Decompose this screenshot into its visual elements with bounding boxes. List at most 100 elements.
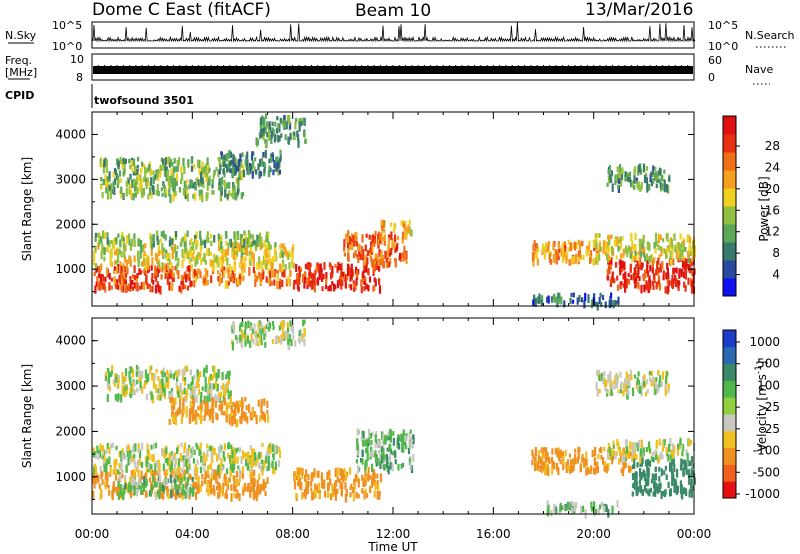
scatter-cell	[153, 443, 156, 449]
scatter-cell	[157, 284, 160, 293]
scatter-cell	[556, 299, 559, 308]
scatter-cell	[207, 473, 210, 479]
scatter-cell	[106, 267, 109, 276]
scatter-cell	[156, 230, 159, 236]
scatter-cell	[663, 249, 666, 254]
scatter-cell	[625, 439, 628, 445]
scatter-cell	[360, 285, 363, 294]
scatter-cell	[157, 245, 161, 253]
scatter-cell	[204, 277, 207, 286]
scatter-cell	[591, 449, 594, 457]
scatter-cell	[194, 183, 197, 191]
scatter-cell	[127, 283, 130, 290]
scatter-cell	[642, 447, 645, 457]
scatter-cell	[142, 254, 145, 259]
scatter-cell	[220, 186, 223, 196]
scatter-cell	[583, 457, 586, 463]
scatter-cell	[261, 260, 264, 269]
scatter-cell	[298, 266, 301, 272]
scatter-cell	[682, 443, 685, 452]
scatter-cell	[340, 283, 343, 290]
scatter-cell	[240, 252, 243, 258]
scatter-cell	[182, 397, 185, 402]
scatter-cell	[402, 431, 405, 436]
scatter-cell	[168, 281, 171, 291]
scatter-cell	[160, 187, 163, 192]
scatter-cell	[181, 275, 184, 282]
scatter-cell	[108, 185, 111, 191]
scatter-cell	[242, 248, 245, 253]
scatter-cell	[152, 470, 155, 478]
scatter-cell	[103, 466, 107, 473]
scatter-cell	[620, 281, 623, 286]
scatter-cell	[336, 488, 339, 495]
scatter-cell	[165, 376, 168, 383]
scatter-cell	[128, 158, 131, 164]
scatter-cell	[143, 382, 146, 389]
scatter-cell	[320, 277, 324, 282]
scatter-cell	[177, 491, 180, 498]
scatter-cell	[157, 260, 160, 267]
scatter-cell	[156, 253, 159, 261]
scatter-cell	[219, 467, 222, 475]
scatter-cell	[146, 376, 149, 383]
scatter-cell	[339, 481, 342, 490]
scatter-cell	[137, 256, 140, 262]
scatter-cell	[342, 478, 345, 483]
scatter-cell	[197, 482, 200, 487]
scatter-cell	[166, 488, 169, 497]
scatter-cell	[241, 407, 244, 415]
scatter-cell	[226, 182, 229, 189]
scatter-cell	[261, 442, 264, 447]
scatter-cell	[131, 382, 135, 388]
scatter-cell	[334, 488, 338, 495]
scatter-cell	[163, 247, 166, 253]
scatter-cell	[263, 249, 266, 256]
scatter-cell	[658, 275, 661, 281]
scatter-cell	[101, 479, 104, 485]
scatter-cell	[626, 248, 629, 258]
scatter-cell	[368, 276, 372, 283]
scatter-cell	[379, 252, 383, 262]
scatter-cell	[631, 240, 634, 249]
scatter-cell	[239, 416, 242, 424]
scatter-cell	[191, 476, 194, 482]
scatter-cell	[197, 375, 200, 382]
scatter-cell	[658, 438, 661, 446]
scatter-cell	[106, 471, 109, 479]
scatter-cell	[260, 401, 263, 408]
scatter-cell	[645, 379, 649, 385]
scatter-cell	[131, 167, 134, 172]
scatter-cell	[113, 238, 116, 246]
scatter-cell	[682, 244, 685, 252]
scatter-cell	[654, 491, 657, 497]
scatter-cell	[181, 467, 184, 475]
scatter-cell	[218, 483, 222, 492]
scatter-cell	[103, 247, 106, 255]
scatter-cell	[128, 481, 131, 490]
scatter-cell	[106, 176, 109, 182]
scatter-cell	[115, 284, 118, 290]
scatter-cell	[239, 447, 242, 453]
scatter-cell	[161, 448, 164, 457]
scatter-cell	[240, 159, 243, 168]
scatter-cell	[261, 410, 264, 420]
scatter-cell	[303, 339, 306, 347]
scatter-cell	[282, 319, 285, 328]
scatter-cell	[691, 485, 695, 491]
scatter-cell	[193, 467, 196, 476]
scatter-cell	[682, 256, 685, 261]
scatter-cell	[160, 491, 163, 499]
scatter-cell	[236, 419, 239, 428]
scatter-cell	[398, 442, 401, 450]
nave-label: Nave	[745, 63, 773, 76]
scatter-cell	[574, 448, 577, 453]
scatter-cell	[189, 401, 192, 408]
scatter-cell	[687, 277, 690, 285]
scatter-cell	[384, 252, 387, 257]
scatter-cell	[275, 127, 278, 134]
scatter-cell	[165, 478, 168, 485]
scatter-cell	[293, 131, 296, 136]
scatter-cell	[663, 184, 666, 193]
scatter-cell	[355, 241, 358, 247]
